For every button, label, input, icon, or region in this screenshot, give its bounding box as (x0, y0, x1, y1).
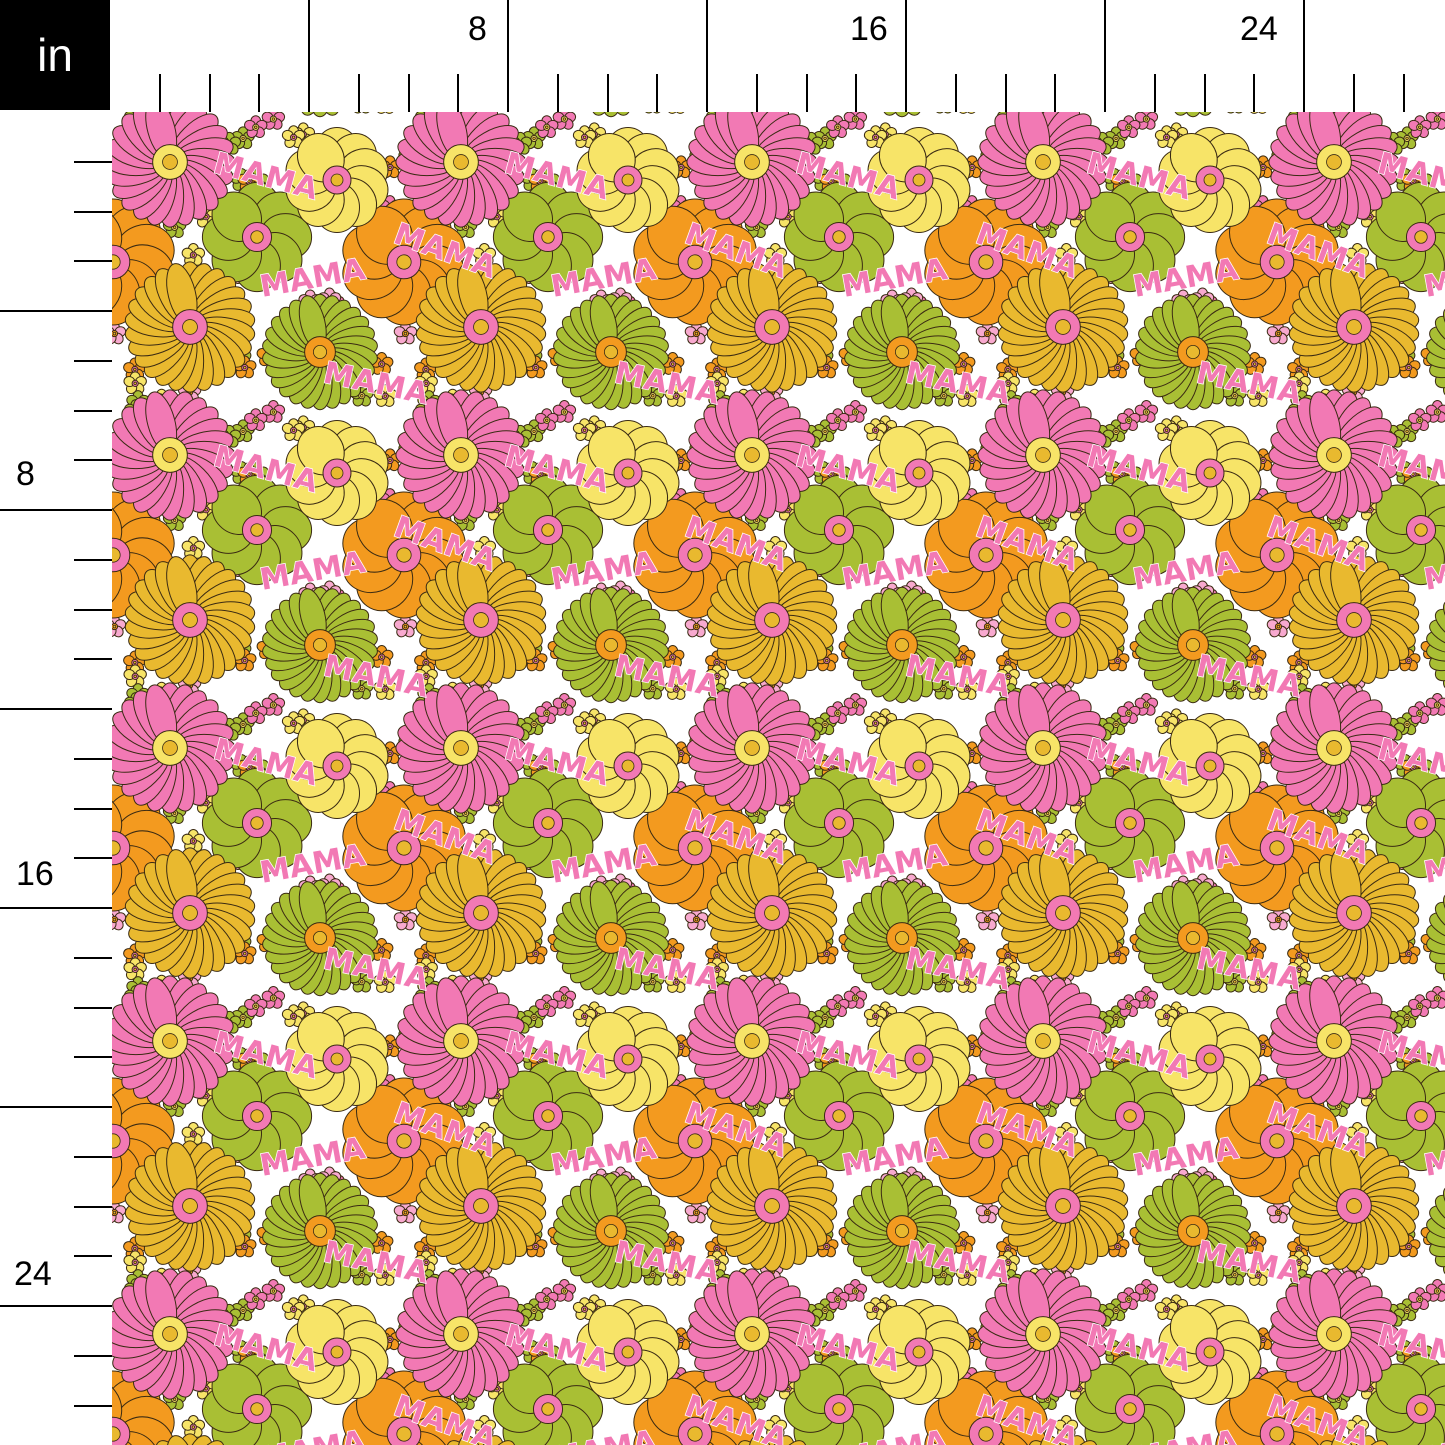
ruler-tick (0, 1305, 112, 1307)
top-ruler-label-24: 24 (1240, 10, 1278, 48)
ruler-tick (0, 1106, 112, 1108)
ruler-tick (74, 409, 112, 412)
ruler-tick (74, 857, 112, 860)
ruler-tick (74, 558, 112, 561)
ruler-tick (0, 907, 112, 909)
ruler-tick (1352, 74, 1355, 112)
left-ruler: 8 16 24 (0, 110, 112, 1445)
ruler-tick (74, 359, 112, 362)
unit-label: in (0, 0, 110, 110)
ruler-tick (1253, 74, 1256, 112)
ruler-tick (74, 1255, 112, 1258)
ruler-tick (1004, 74, 1007, 112)
ruler-tick (606, 74, 609, 112)
ruler-tick (74, 1205, 112, 1208)
ruler-tick (74, 658, 112, 661)
ruler-tick (74, 1354, 112, 1357)
ruler-tick (74, 260, 112, 263)
ruler-tick (407, 74, 410, 112)
ruler-tick (258, 74, 261, 112)
ruler-tick (905, 0, 907, 112)
ruler-tick (74, 459, 112, 462)
fabric-print-preview: MAMA MAMA MAMA MAMAMAMAMAMAMAMAMAMAMAMAM… (112, 112, 1445, 1445)
ruler-tick (656, 74, 659, 112)
ruler-tick (556, 74, 559, 112)
ruler-tick (1054, 74, 1057, 112)
ruler-tick (1203, 74, 1206, 112)
floral-pattern (112, 112, 1445, 1445)
ruler-tick (74, 1404, 112, 1407)
ruler-tick (74, 1155, 112, 1158)
left-ruler-label-8: 8 (16, 455, 35, 493)
top-ruler-label-8: 8 (468, 10, 487, 48)
ruler-tick (74, 210, 112, 213)
ruler-tick (158, 74, 161, 112)
ruler-tick (74, 757, 112, 760)
ruler-tick (507, 0, 509, 112)
ruler-tick (0, 310, 112, 312)
ruler-tick (1402, 74, 1405, 112)
ruler-tick (755, 74, 758, 112)
ruler-tick (706, 0, 708, 112)
ruler-tick (208, 74, 211, 112)
ruler-tick (1303, 0, 1305, 112)
ruler-tick (74, 1006, 112, 1009)
ruler-tick (457, 74, 460, 112)
ruler-tick (74, 608, 112, 611)
top-ruler: 8 16 24 (110, 0, 1445, 112)
ruler-tick (0, 708, 112, 710)
ruler-tick (357, 74, 360, 112)
ruler-tick (954, 74, 957, 112)
ruler-tick (0, 509, 112, 511)
ruler-tick (74, 956, 112, 959)
left-ruler-label-16: 16 (16, 855, 54, 893)
ruler-tick (1104, 0, 1106, 112)
ruler-tick (74, 807, 112, 810)
ruler-tick (805, 74, 808, 112)
ruler-tick (74, 160, 112, 163)
ruler-tick (1153, 74, 1156, 112)
top-ruler-label-16: 16 (850, 10, 888, 48)
left-ruler-label-24: 24 (14, 1255, 52, 1293)
ruler-tick (74, 1056, 112, 1059)
ruler-tick (855, 74, 858, 112)
ruler-tick (308, 0, 310, 112)
